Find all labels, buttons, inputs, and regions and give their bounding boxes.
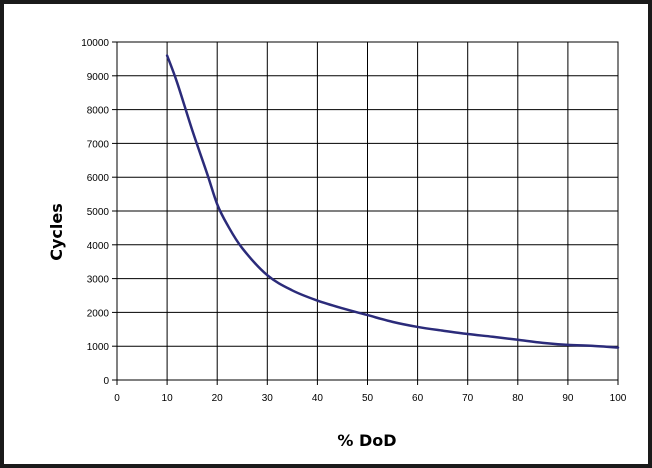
x-tick-label: 90 (562, 393, 574, 404)
x-axis-ticks: 0 10 20 30 40 50 60 70 80 90 100 (114, 380, 627, 404)
y-tick-label: 6000 (87, 173, 110, 184)
x-axis-title: % DoD (337, 431, 396, 450)
y-tick-label: 9000 (87, 72, 110, 83)
x-tick-label: 100 (610, 393, 627, 404)
x-tick-label: 20 (212, 393, 224, 404)
x-tick-label: 0 (114, 393, 120, 404)
y-tick-label: 10000 (81, 38, 109, 49)
series-line (165, 54, 620, 349)
x-tick-label: 10 (162, 393, 174, 404)
y-axis-ticks: 0 1000 2000 3000 4000 5000 6000 7000 8000 9000 100… (81, 38, 117, 387)
y-tick-label: 2000 (87, 308, 110, 319)
y-tick-label: 1000 (87, 342, 110, 353)
x-tick-label: 70 (462, 393, 474, 404)
grid-lines (116, 41, 619, 381)
x-tick-label: 40 (312, 393, 324, 404)
y-tick-label: 7000 (87, 139, 110, 150)
y-tick-label: 0 (103, 376, 109, 387)
x-tick-label: 30 (262, 393, 274, 404)
x-tick-label: 50 (362, 393, 374, 404)
x-tick-label: 60 (412, 393, 424, 404)
y-tick-label: 4000 (87, 241, 110, 252)
y-tick-label: 8000 (87, 106, 110, 117)
y-tick-label: 3000 (87, 275, 110, 286)
y-axis-title: Cycles (47, 203, 66, 261)
y-tick-label: 5000 (87, 207, 110, 218)
x-tick-label: 80 (512, 393, 524, 404)
